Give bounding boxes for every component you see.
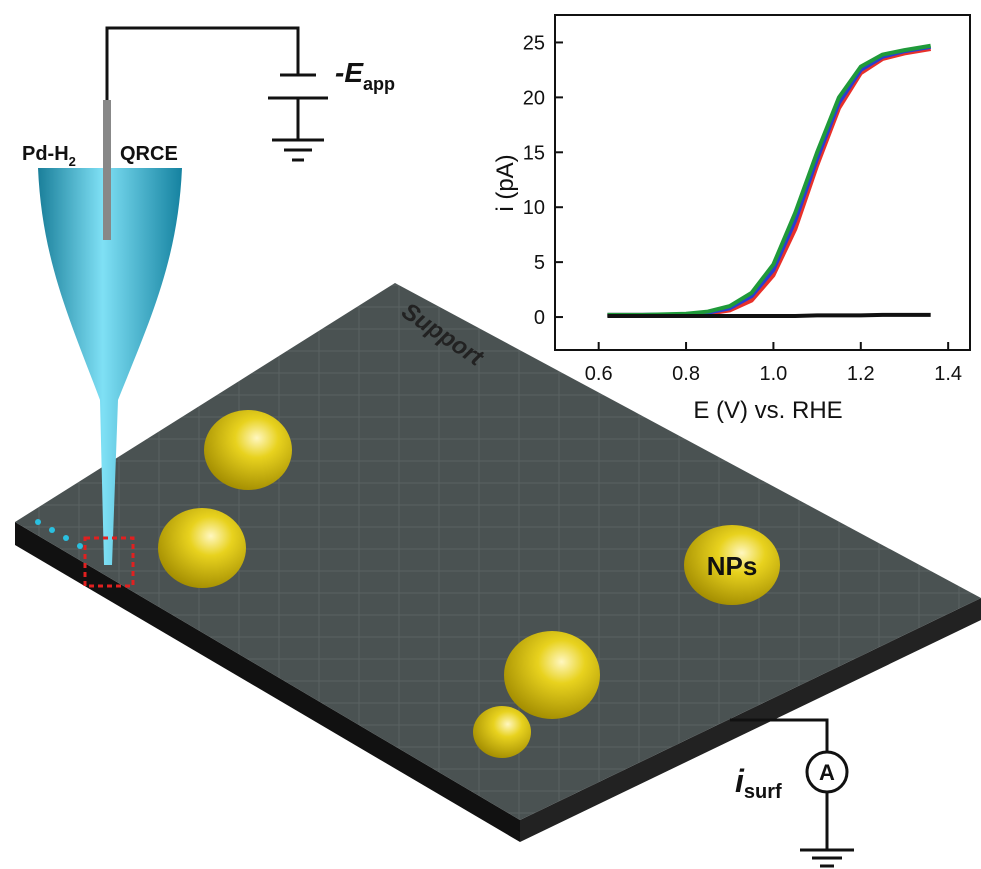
data-line	[607, 315, 930, 316]
x-tick-label: 0.6	[585, 363, 613, 385]
plot-frame	[555, 15, 970, 350]
current-label: isurf	[735, 763, 782, 803]
inset-chart: E (V) vs. RHE i (pA) 0.6 0.8 1.0 1.2 1.4 0 5 10…	[492, 15, 970, 424]
y-tick-label: 20	[523, 87, 545, 109]
support-slab	[15, 283, 981, 842]
probe-label: QRCE	[120, 143, 178, 165]
y-tick-label: 0	[534, 307, 545, 329]
y-axis-label: i (pA)	[492, 154, 519, 211]
y-tick-label: 15	[523, 142, 545, 164]
x-tick-label: 1.2	[847, 363, 875, 385]
particles-label: NPs	[707, 551, 758, 581]
x-tick-label: 0.8	[672, 363, 700, 385]
potential-label: -Eapp	[335, 57, 395, 94]
y-tick-label: 10	[523, 197, 545, 219]
y-tick-label: 25	[523, 32, 545, 54]
ammeter-label: A	[819, 760, 835, 785]
x-tick-label: 1.4	[934, 363, 962, 385]
figure: Pd-H2 QRCE -Eapp Support NPs isurf A E (…	[0, 0, 981, 869]
electrode-label: Pd-H2	[22, 143, 76, 169]
x-tick-label: 1.0	[760, 363, 788, 385]
x-axis-label: E (V) vs. RHE	[693, 397, 842, 424]
y-tick-label: 5	[534, 252, 545, 274]
